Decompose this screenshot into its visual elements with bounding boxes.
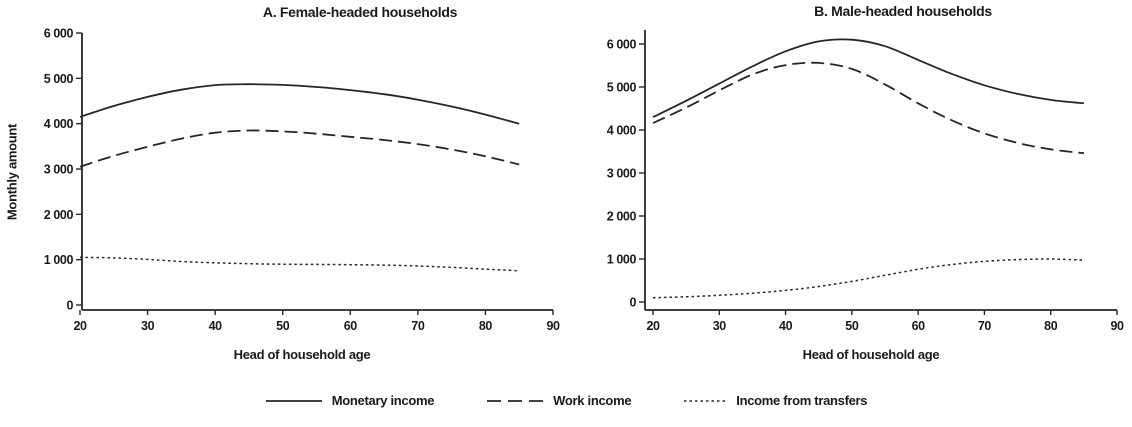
y-tick-label: 1 000 — [607, 253, 637, 267]
x-tick-label: 50 — [845, 319, 859, 333]
legend-item-work-income: Work income — [486, 393, 632, 408]
x-tick-label: 30 — [141, 319, 155, 333]
x-tick-label: 30 — [713, 319, 727, 333]
panel-a-x-axis-label: Head of household age — [233, 347, 371, 362]
x-tick-label: 60 — [344, 319, 358, 333]
x-tick-label: 80 — [479, 319, 493, 333]
panel-b-chart: 0 1 000 2 000 3 000 4 000 5 000 6 000 20 30 40 50 6… — [607, 30, 1124, 333]
y-tick-label: 6 000 — [607, 38, 637, 52]
x-tick-label: 40 — [209, 319, 223, 333]
x-tick-label: 80 — [1044, 319, 1058, 333]
x-tick-label: 40 — [779, 319, 793, 333]
dashed-line-icon — [487, 399, 544, 402]
series-line-income-from-transfers — [652, 258, 1084, 299]
legend-label-work-income: Work income — [553, 393, 632, 408]
y-tick-label: 4 000 — [44, 117, 74, 131]
x-tick-label: 50 — [276, 319, 290, 333]
dotted-line-icon — [684, 399, 727, 402]
y-tick-label: 0 — [66, 299, 73, 313]
series-line-monetary-income — [652, 38, 1084, 118]
series-line-income-from-transfers — [79, 256, 520, 272]
series-line-work-income — [652, 61, 1084, 155]
panel-a-title: A. Female-headed households — [262, 4, 458, 20]
y-tick-label: 6 000 — [44, 27, 74, 41]
legend-label-income-from-transfers: Income from transfers — [736, 393, 868, 408]
series-line-work-income — [79, 129, 520, 168]
x-tick-label: 70 — [978, 319, 992, 333]
y-tick-label: 1 000 — [44, 253, 74, 267]
legend-label-monetary-income: Monetary income — [331, 393, 435, 408]
x-tick-label: 60 — [912, 319, 926, 333]
y-tick-label: 5 000 — [607, 81, 637, 95]
legend-item-monetary-income: Monetary income — [265, 393, 434, 408]
y-tick-label: 2 000 — [607, 210, 637, 224]
legend-item-income-from-transfers: Income from transfers — [683, 393, 868, 408]
panel-a-chart: 0 1 000 2 000 3 000 4 000 5 000 6 000 20 30 40 50 6… — [44, 27, 561, 333]
x-tick-label: 20 — [646, 319, 660, 333]
y-tick-label: 5 000 — [44, 72, 74, 86]
y-tick-label: 3 000 — [44, 163, 74, 177]
y-tick-label: 4 000 — [607, 124, 637, 138]
y-tick-label: 3 000 — [607, 167, 637, 181]
panel-b-title: B. Male-headed households — [814, 3, 992, 19]
series-line-monetary-income — [79, 83, 520, 125]
panel-b-x-axis-label: Head of household age — [802, 347, 940, 362]
solid-line-icon — [265, 399, 322, 402]
x-tick-label: 90 — [546, 319, 560, 333]
chart-legend: Monetary income Work income Income from … — [0, 393, 1132, 408]
x-tick-label: 70 — [411, 319, 425, 333]
y-tick-label: 2 000 — [44, 208, 74, 222]
x-tick-label: 20 — [73, 319, 87, 333]
y-tick-label: 0 — [629, 296, 636, 310]
x-tick-label: 90 — [1110, 319, 1124, 333]
